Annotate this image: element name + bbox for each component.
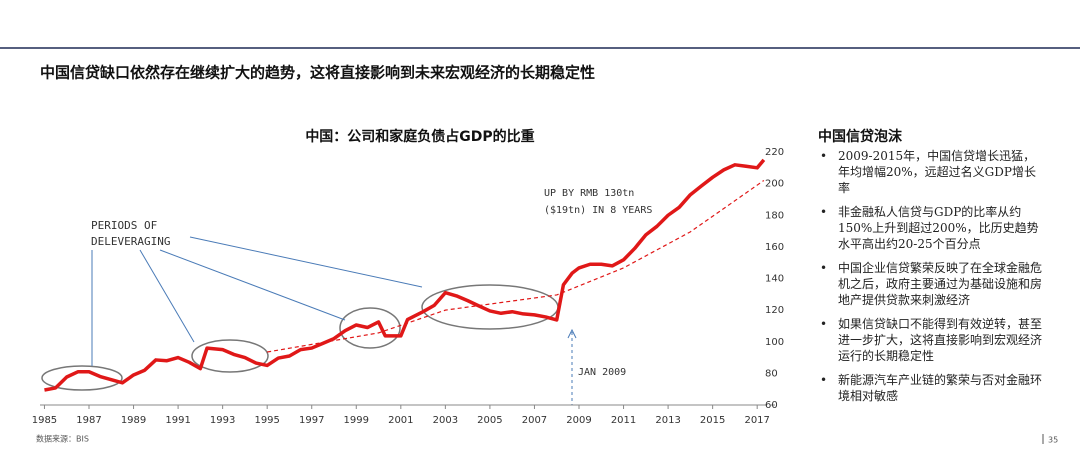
connectors <box>91 236 423 366</box>
page-number: 35 <box>1048 436 1058 445</box>
y-tick-label: 60 <box>765 400 778 411</box>
x-tick-label: 2001 <box>388 415 413 426</box>
x-tick-label: 1991 <box>165 415 190 426</box>
jan-arrow <box>567 328 577 339</box>
x-tick-label: 1997 <box>299 415 324 426</box>
y-tick-label: 220 <box>765 147 784 158</box>
connector <box>189 236 423 288</box>
bullet: 如果信贷缺口不能得到有效逆转，甚至进一步扩大，这将直接影响到宏观经济运行的长期稳… <box>818 316 1046 364</box>
x-tick-label: 2013 <box>655 415 680 426</box>
x-tick-label: 1995 <box>254 415 279 426</box>
source: 数据来源：BIS <box>36 434 89 444</box>
panel-title: 中国信贷泡沫 <box>818 128 903 145</box>
y-tick-label: 100 <box>765 337 784 348</box>
annotation: PERIODS OF <box>91 219 157 232</box>
ellipse <box>339 307 401 349</box>
bullet-list: 2009-2015年，中国信贷增长迅猛，年均增幅20%，远超过名义GDP增长率非… <box>818 148 1046 412</box>
bullet: 新能源汽车产业链的繁荣与否对金融环境相对敏感 <box>818 372 1046 404</box>
ellipse <box>421 284 559 330</box>
y-tick-label: 200 <box>765 179 784 190</box>
x-tick-label: 1999 <box>344 415 369 426</box>
ellipse <box>191 339 269 373</box>
bullet: 中国企业信贷繁荣反映了在全球金融危机之后，政府主要通过为基础设施和房地产提供贷款… <box>818 260 1046 308</box>
bullet: 非金融私人信贷与GDP的比率从约150%上升到超过200%，比历史趋势水平高出约… <box>818 204 1046 252</box>
connector <box>139 249 195 343</box>
x-tick-label: 1989 <box>121 415 146 426</box>
connector <box>159 249 346 321</box>
x-tick-label: 2005 <box>477 415 502 426</box>
chart-title: 中国：公司和家庭负债占GDP的比重 <box>305 128 534 145</box>
x-tick-label: 1987 <box>76 415 101 426</box>
annotation: ($19tn) IN 8 YEARS <box>544 205 652 216</box>
bullet: 2009-2015年，中国信贷增长迅猛，年均增幅20%，远超过名义GDP增长率 <box>818 148 1046 196</box>
y-tick-label: 160 <box>765 242 784 253</box>
annotation: DELEVERAGING <box>91 235 170 248</box>
annotation: UP BY RMB 130tn <box>544 188 634 199</box>
x-tick-label: 2015 <box>700 415 725 426</box>
x-tick-label: 2009 <box>566 415 591 426</box>
y-tick-label: 140 <box>765 274 784 285</box>
y-tick-label: 80 <box>765 368 778 379</box>
data-line <box>44 158 766 392</box>
x-tick-label: 1985 <box>32 415 57 426</box>
x-tick-label: 2017 <box>744 415 769 426</box>
ellipses <box>41 284 559 391</box>
y-tick-label: 120 <box>765 305 784 316</box>
ellipse <box>41 365 123 391</box>
y-tick-label: 180 <box>765 210 784 221</box>
x-tick-label: 2007 <box>522 415 547 426</box>
x-tick-label: 1993 <box>210 415 235 426</box>
annotation: JAN 2009 <box>578 367 626 378</box>
x-tick-label: 2003 <box>433 415 458 426</box>
x-tick-label: 2011 <box>611 415 636 426</box>
trend-line <box>267 179 765 353</box>
slide-title: 中国信贷缺口依然存在继续扩大的趋势，这将直接影响到未来宏观经济的长期稳定性 <box>40 64 595 82</box>
